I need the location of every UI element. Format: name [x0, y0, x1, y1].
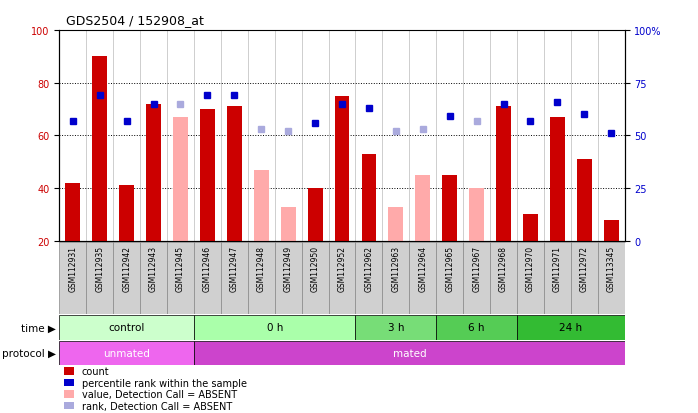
Text: GSM112971: GSM112971 [553, 246, 562, 292]
Bar [140, 242, 167, 314]
Text: mated: mated [392, 348, 426, 358]
Bar [59, 315, 194, 340]
Legend: percentile rank within the sample: percentile rank within the sample [64, 378, 246, 388]
Text: GSM112962: GSM112962 [364, 246, 373, 292]
Bar [571, 242, 597, 314]
Text: GSM112968: GSM112968 [499, 246, 508, 292]
Text: GSM112952: GSM112952 [338, 246, 346, 292]
Text: GDS2504 / 152908_at: GDS2504 / 152908_at [66, 14, 205, 27]
Text: 0 h: 0 h [267, 323, 283, 332]
Bar [550, 118, 565, 241]
Bar [415, 176, 430, 241]
Bar [355, 242, 383, 314]
Text: GSM112970: GSM112970 [526, 246, 535, 292]
Bar [221, 242, 248, 314]
Bar [544, 242, 571, 314]
Bar [389, 207, 403, 241]
Bar [248, 242, 275, 314]
Text: 6 h: 6 h [468, 323, 485, 332]
Bar [496, 107, 511, 241]
Bar [469, 189, 484, 241]
Bar [577, 160, 592, 241]
Text: GSM112963: GSM112963 [392, 246, 401, 292]
Bar [409, 242, 436, 314]
Legend: rank, Detection Call = ABSENT: rank, Detection Call = ABSENT [64, 401, 232, 411]
Bar [113, 242, 140, 314]
Text: protocol ▶: protocol ▶ [2, 348, 56, 358]
Bar [436, 315, 517, 340]
Bar [119, 186, 134, 241]
Bar [66, 183, 80, 241]
Bar [194, 341, 625, 366]
Text: GSM112972: GSM112972 [580, 246, 589, 292]
Text: GSM112964: GSM112964 [418, 246, 427, 292]
Text: GSM112946: GSM112946 [203, 246, 212, 292]
Bar [194, 242, 221, 314]
Text: GSM112931: GSM112931 [68, 246, 77, 292]
Legend: value, Detection Call = ABSENT: value, Detection Call = ABSENT [64, 389, 237, 399]
Bar [173, 118, 188, 241]
Bar [490, 242, 517, 314]
Bar [443, 176, 457, 241]
Bar [517, 242, 544, 314]
Bar [334, 97, 350, 241]
Bar [167, 242, 194, 314]
Text: GSM112942: GSM112942 [122, 246, 131, 292]
Text: GSM112949: GSM112949 [283, 246, 292, 292]
Bar [146, 104, 161, 241]
Bar [308, 189, 322, 241]
Bar [194, 315, 355, 340]
Bar [355, 315, 436, 340]
Bar [604, 220, 618, 241]
Text: GSM112945: GSM112945 [176, 246, 185, 292]
Text: 3 h: 3 h [387, 323, 404, 332]
Bar [275, 242, 302, 314]
Text: GSM112950: GSM112950 [311, 246, 320, 292]
Bar [227, 107, 242, 241]
Text: control: control [108, 323, 144, 332]
Text: time ▶: time ▶ [21, 323, 56, 332]
Legend: count: count [64, 366, 110, 376]
Bar [517, 315, 625, 340]
Text: GSM112967: GSM112967 [472, 246, 481, 292]
Text: GSM112947: GSM112947 [230, 246, 239, 292]
Bar [302, 242, 329, 314]
Bar [463, 242, 490, 314]
Bar [281, 207, 295, 241]
Bar [87, 242, 113, 314]
Bar [92, 57, 107, 241]
Text: GSM112948: GSM112948 [257, 246, 266, 292]
Text: 24 h: 24 h [559, 323, 582, 332]
Bar [200, 110, 215, 241]
Bar [254, 170, 269, 241]
Text: GSM113345: GSM113345 [607, 246, 616, 292]
Bar [59, 341, 194, 366]
Bar [523, 215, 538, 241]
Text: unmated: unmated [103, 348, 150, 358]
Text: GSM112935: GSM112935 [95, 246, 104, 292]
Text: GSM112943: GSM112943 [149, 246, 158, 292]
Bar [329, 242, 355, 314]
Bar [597, 242, 625, 314]
Bar [362, 154, 376, 241]
Bar [383, 242, 409, 314]
Bar [436, 242, 463, 314]
Bar [59, 242, 87, 314]
Text: GSM112965: GSM112965 [445, 246, 454, 292]
